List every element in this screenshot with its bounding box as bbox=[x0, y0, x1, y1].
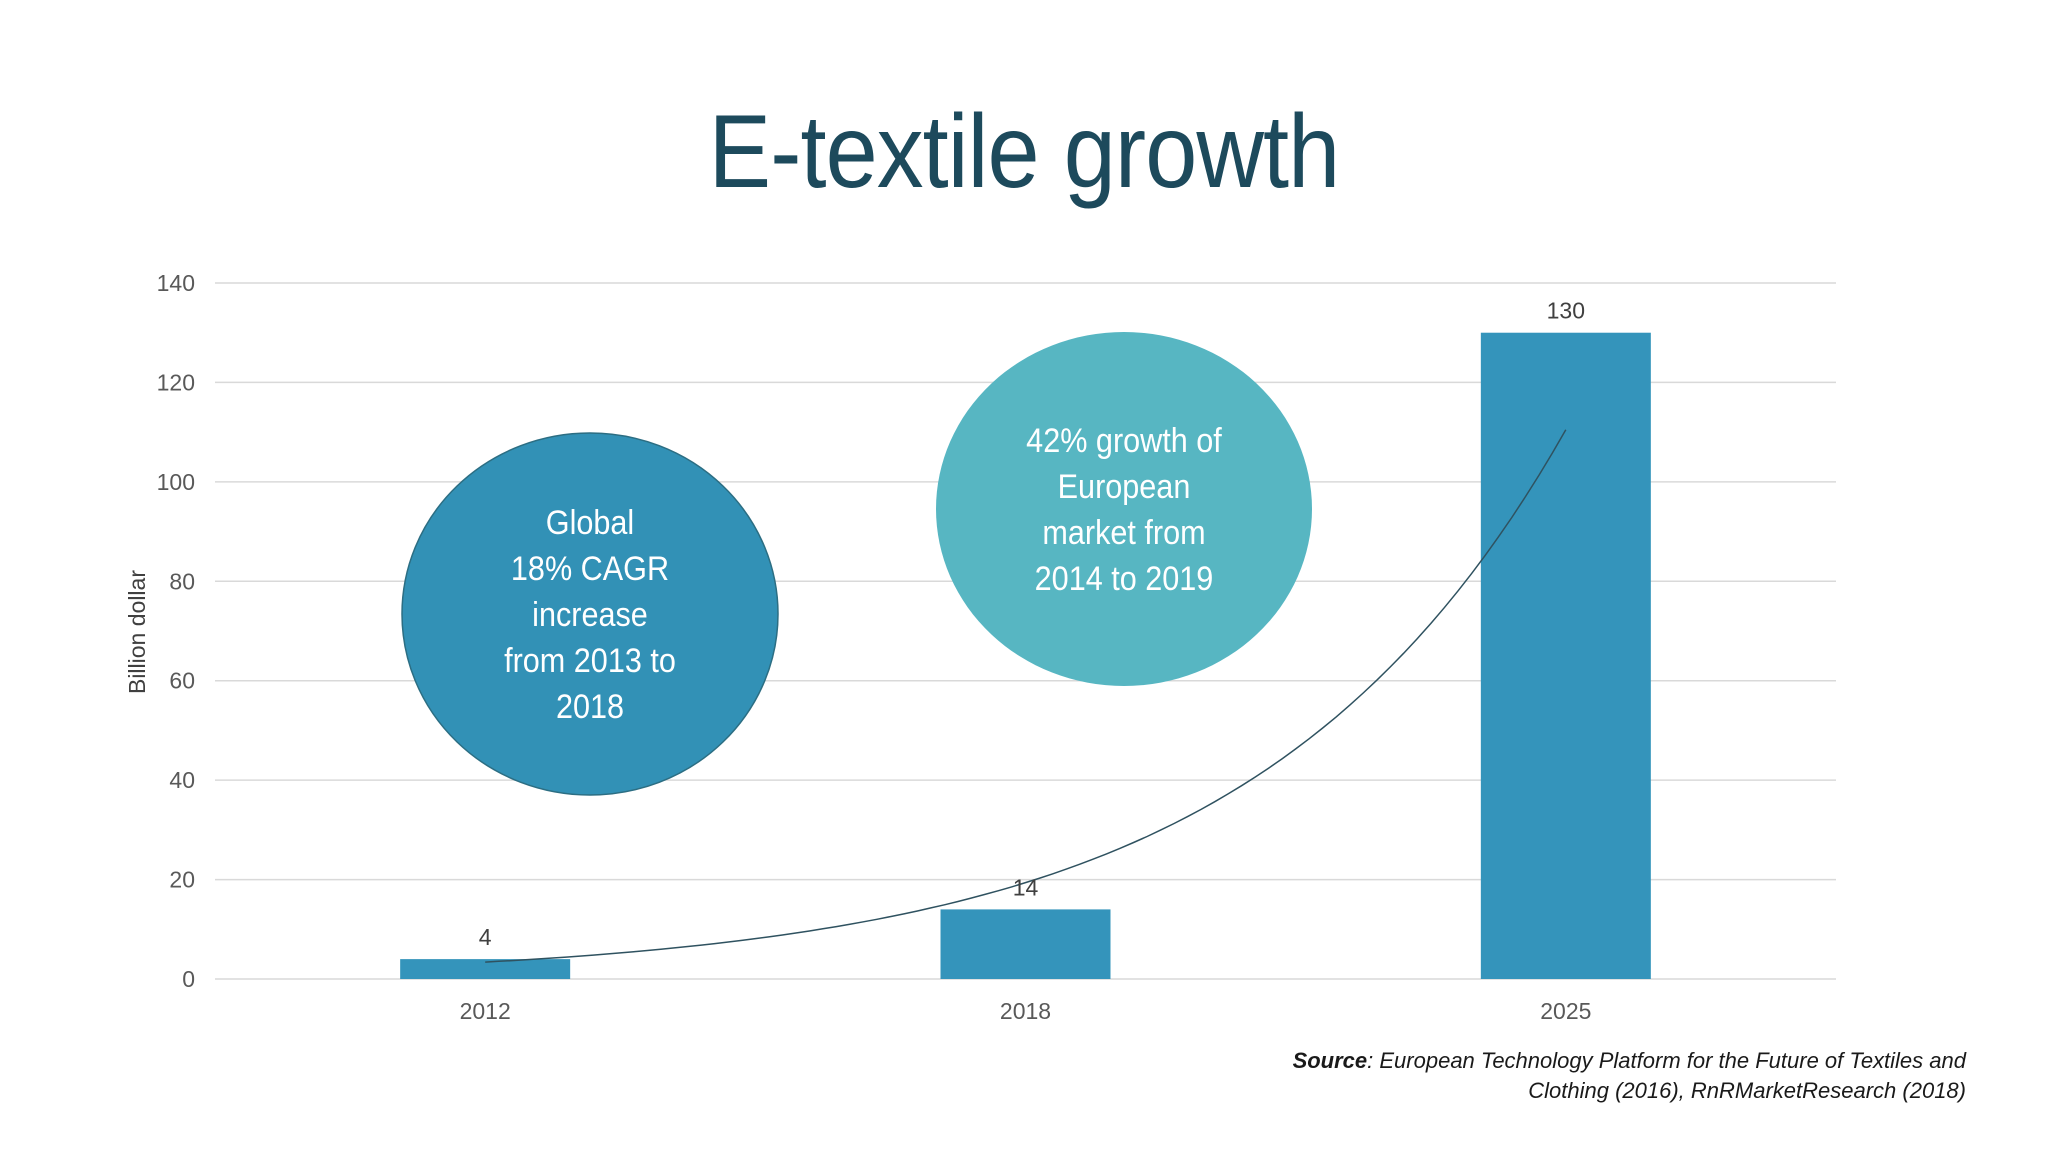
bubble-europe-line: 42% growth of bbox=[1026, 422, 1222, 460]
bubble-global-line: Global bbox=[545, 504, 635, 542]
bar bbox=[1480, 332, 1651, 979]
y-tick-label: 0 bbox=[182, 966, 195, 992]
bubble-europe-text: 42% growth of European market from 2014 … bbox=[980, 418, 1268, 602]
data-label: 4 bbox=[479, 924, 492, 950]
bubble-global-line: 2018 bbox=[555, 688, 625, 726]
bubble-europe-line: market from bbox=[1042, 514, 1206, 552]
x-tick-label: 2012 bbox=[460, 998, 511, 1024]
page-title: E-textile growth bbox=[708, 94, 1341, 210]
bubble-global bbox=[401, 432, 779, 796]
bubble-global-line: 18% CAGR bbox=[510, 550, 670, 588]
y-tick-label: 100 bbox=[157, 469, 195, 495]
bubble-europe-line: 2014 to 2019 bbox=[1034, 560, 1214, 598]
chart-labels: 0 20 40 60 80 100 120 140 2012 4 2018 14 2025 130 bbox=[157, 270, 1592, 1024]
source-line-1: : European Technology Platform for the F… bbox=[1367, 1048, 1966, 1073]
y-tick-label: 40 bbox=[169, 767, 195, 793]
trendline-curve bbox=[485, 429, 1567, 963]
data-label: 14 bbox=[1013, 874, 1039, 900]
source-note: Source: European Technology Platform for… bbox=[1066, 1046, 1966, 1106]
x-tick-label: 2018 bbox=[1000, 998, 1051, 1024]
bubble-global-line: from 2013 to bbox=[504, 642, 676, 680]
trendline bbox=[485, 429, 1567, 963]
bubble-global-line: increase bbox=[532, 596, 648, 634]
source-line-2: Clothing (2016), RnRMarketResearch (2018… bbox=[1528, 1078, 1966, 1103]
source-label: Source bbox=[1292, 1048, 1368, 1073]
bubble-global-text: Global 18% CAGR increase from 2013 to 20… bbox=[455, 500, 725, 730]
y-tick-label: 120 bbox=[157, 369, 195, 395]
y-axis-label: Billion dollar bbox=[124, 570, 150, 694]
bar bbox=[940, 909, 1111, 979]
y-tick-label: 80 bbox=[169, 568, 195, 594]
y-tick-label: 20 bbox=[169, 867, 195, 893]
x-tick-label: 2025 bbox=[1540, 998, 1591, 1024]
bubble-europe-line: European bbox=[1057, 468, 1191, 506]
bars bbox=[400, 332, 1651, 979]
bar bbox=[400, 959, 571, 979]
bubble-europe bbox=[936, 332, 1312, 686]
data-label: 130 bbox=[1547, 298, 1585, 324]
y-tick-label: 140 bbox=[157, 270, 195, 296]
annotation-bubbles bbox=[401, 332, 1312, 796]
y-tick-label: 60 bbox=[169, 668, 195, 694]
